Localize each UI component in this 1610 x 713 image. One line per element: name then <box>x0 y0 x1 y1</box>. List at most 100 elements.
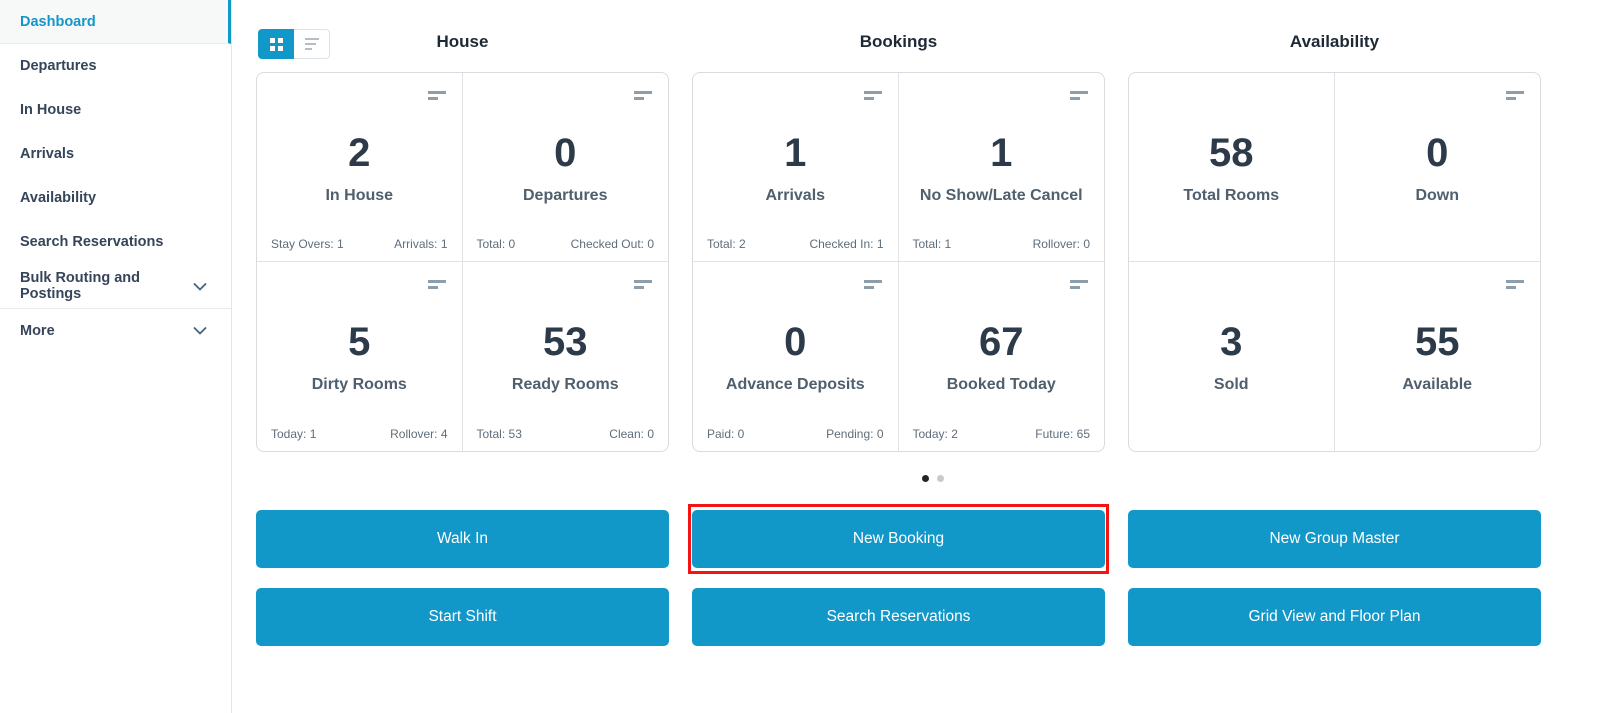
stat-label: Arrivals <box>765 187 826 204</box>
grid-view-button[interactable] <box>258 29 294 59</box>
stat-value: 1 <box>990 131 1013 175</box>
stat-footer-left: Today: 2 <box>912 427 958 441</box>
details-icon[interactable] <box>1070 91 1088 100</box>
stat-footer-left: Today: 1 <box>271 427 317 441</box>
stat-value: 5 <box>348 320 371 364</box>
panel-title-bookings: Bookings <box>859 32 938 51</box>
stat-footer-right: Checked Out: 0 <box>570 237 654 251</box>
availability-panel: 58 Total Rooms 0 Down 3 Sold <box>1128 72 1541 452</box>
stat-footer-right: Clean: 0 <box>609 427 654 441</box>
stat-footer-right: Arrivals: 1 <box>394 237 448 251</box>
stat-card-sold: 3 Sold <box>1129 262 1335 451</box>
stat-value: 53 <box>543 320 588 364</box>
sidebar-item-label: In House <box>20 102 82 118</box>
sidebar-item-label: Departures <box>20 58 97 74</box>
stat-label: Sold <box>1213 376 1249 393</box>
stat-value: 1 <box>784 131 807 175</box>
details-icon[interactable] <box>427 280 446 289</box>
dashboard-content: House Bookings Availability 2 In House S… <box>232 0 1610 713</box>
new-booking-button[interactable]: New Booking <box>692 510 1105 568</box>
stat-card-dirty-rooms: 5 Dirty Rooms Today: 1 Rollover: 4 <box>257 262 463 451</box>
details-icon[interactable] <box>634 91 652 100</box>
sidebar-item-label: Bulk Routing and Postings <box>20 270 141 302</box>
stat-footer-right: Checked In: 1 <box>809 237 884 251</box>
sidebar-item-bulk-routing-and-postings[interactable]: Bulk Routing and Postings <box>0 264 231 308</box>
stat-footer-left: Total: 1 <box>912 237 952 251</box>
sidebar: Dashboard Departures In House Arrivals A… <box>0 0 232 713</box>
stat-card-ready-rooms: 53 Ready Rooms Total: 53 Clean: 0 <box>463 262 669 451</box>
sidebar-item-label: Availability <box>20 190 97 206</box>
stat-value: 55 <box>1415 320 1460 364</box>
stat-card-no-show-late-cancel: 1 No Show/Late Cancel Total: 1 Rollover:… <box>898 73 1104 262</box>
walk-in-button[interactable]: Walk In <box>256 510 669 568</box>
sidebar-item-more[interactable]: More <box>0 308 231 352</box>
stat-label: Ready Rooms <box>511 376 619 393</box>
grid-view-and-floor-plan-button[interactable]: Grid View and Floor Plan <box>1128 588 1541 646</box>
grid-view-icon <box>269 37 283 51</box>
stat-value: 58 <box>1209 131 1254 175</box>
stat-footer-right: Future: 65 <box>1035 427 1090 441</box>
sidebar-item-label: Search Reservations <box>20 234 164 250</box>
stat-label: Advance Deposits <box>725 376 865 393</box>
stat-footer-right: Rollover: 4 <box>390 427 448 441</box>
stat-footer-left: Paid: 0 <box>707 427 745 441</box>
stat-panels: 2 In House Stay Overs: 1 Arrivals: 1 0 D… <box>256 72 1610 452</box>
sidebar-item-search-reservations[interactable]: Search Reservations <box>0 220 231 264</box>
list-view-icon <box>304 38 319 50</box>
stat-card-arrivals: 1 Arrivals Total: 2 Checked In: 1 <box>693 73 899 262</box>
details-icon[interactable] <box>1506 91 1524 100</box>
details-icon[interactable] <box>1506 280 1524 289</box>
sidebar-item-availability[interactable]: Availability <box>0 176 231 220</box>
stat-card-available: 55 Available <box>1335 262 1541 451</box>
details-icon[interactable] <box>634 280 652 289</box>
stat-card-departures: 0 Departures Total: 0 Checked Out: 0 <box>462 73 668 262</box>
sidebar-item-in-house[interactable]: In House <box>0 88 231 132</box>
details-icon[interactable] <box>1070 280 1088 289</box>
action-buttons: Walk In New Booking New Group Master Sta… <box>256 504 1610 646</box>
stat-label: Booked Today <box>946 376 1056 393</box>
stat-footer-left: Total: 53 <box>476 427 522 441</box>
pagination-dot-2[interactable] <box>937 475 944 482</box>
pagination-dot-1[interactable] <box>922 475 929 482</box>
search-reservations-button[interactable]: Search Reservations <box>692 588 1105 646</box>
new-booking-highlight-wrapper: New Booking <box>688 504 1109 574</box>
stat-footer-left: Total: 2 <box>707 237 746 251</box>
stat-value: 2 <box>348 131 371 175</box>
stat-label: Down <box>1415 187 1460 204</box>
house-panel: 2 In House Stay Overs: 1 Arrivals: 1 0 D… <box>256 72 669 452</box>
stat-label: Departures <box>523 187 608 204</box>
stat-value: 67 <box>979 320 1024 364</box>
list-view-button[interactable] <box>294 29 330 59</box>
details-icon[interactable] <box>427 91 446 100</box>
stat-label: Total Rooms <box>1183 187 1280 204</box>
view-toggle <box>258 29 330 59</box>
sidebar-item-dashboard[interactable]: Dashboard <box>0 0 231 44</box>
header-row: House Bookings Availability <box>256 28 1610 59</box>
sidebar-item-label: Arrivals <box>20 146 75 162</box>
stat-footer-right: Pending: 0 <box>826 427 884 441</box>
chevron-down-icon <box>193 326 207 335</box>
stat-card-down: 0 Down <box>1334 73 1540 262</box>
stat-value: 3 <box>1220 320 1243 364</box>
sidebar-item-label: More <box>20 322 55 339</box>
sidebar-item-label: Dashboard <box>20 13 96 30</box>
start-shift-button[interactable]: Start Shift <box>256 588 669 646</box>
stat-footer-left: Total: 0 <box>476 237 516 251</box>
stat-card-booked-today: 67 Booked Today Today: 2 Future: 65 <box>899 262 1105 451</box>
new-group-master-button[interactable]: New Group Master <box>1128 510 1541 568</box>
panel-title-house: House <box>436 32 489 51</box>
stat-label: Dirty Rooms <box>311 376 407 393</box>
details-icon[interactable] <box>863 280 882 289</box>
sidebar-item-departures[interactable]: Departures <box>0 44 231 88</box>
sidebar-item-arrivals[interactable]: Arrivals <box>0 132 231 176</box>
details-icon[interactable] <box>863 91 882 100</box>
stat-card-advance-deposits: 0 Advance Deposits Paid: 0 Pending: 0 <box>693 262 899 451</box>
stat-card-total-rooms: 58 Total Rooms <box>1129 73 1335 262</box>
stat-card-in-house: 2 In House Stay Overs: 1 Arrivals: 1 <box>257 73 463 262</box>
panel-title-availability: Availability <box>1289 32 1380 51</box>
bookings-panel: 1 Arrivals Total: 2 Checked In: 1 1 No S… <box>692 72 1105 452</box>
carousel-pagination <box>256 475 1610 483</box>
stat-value: 0 <box>1426 131 1449 175</box>
chevron-down-icon <box>193 282 207 291</box>
stat-footer-left: Stay Overs: 1 <box>271 237 344 251</box>
